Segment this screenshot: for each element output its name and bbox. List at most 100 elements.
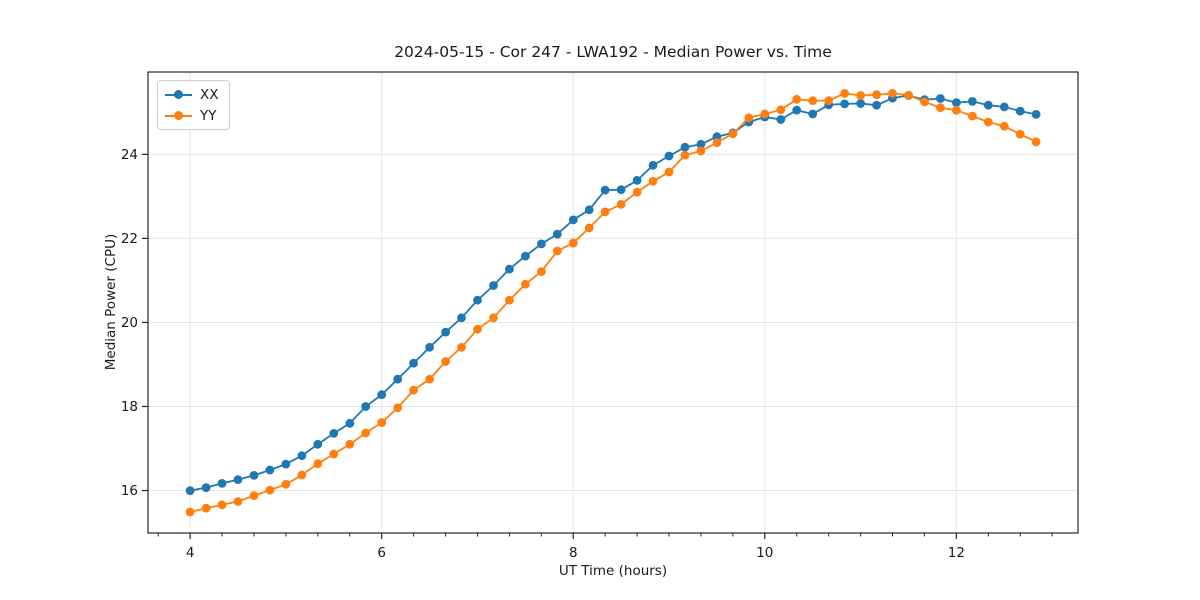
data-point	[632, 187, 642, 197]
data-point	[600, 207, 610, 217]
data-point	[473, 324, 482, 334]
xx-line-marker-icon	[165, 89, 192, 100]
data-point	[888, 89, 897, 98]
data-point	[505, 295, 514, 305]
x-tick-label: 4	[186, 545, 195, 561]
data-point	[552, 246, 562, 256]
legend-label-yy: YY	[200, 107, 217, 124]
data-point	[265, 485, 275, 495]
data-point	[329, 449, 339, 459]
data-point	[425, 374, 434, 384]
data-point	[808, 96, 818, 105]
data-point	[1015, 129, 1025, 139]
y-tick-label: 18	[121, 399, 138, 415]
data-point	[233, 475, 243, 484]
data-point	[856, 99, 865, 108]
data-point	[361, 402, 371, 411]
data-point	[265, 465, 275, 475]
data-point	[600, 185, 610, 195]
x-tick-label: 6	[377, 545, 386, 561]
data-point	[616, 200, 626, 209]
series-yy	[185, 89, 1041, 517]
data-point	[936, 103, 945, 113]
data-point	[537, 239, 546, 249]
data-point	[393, 403, 403, 413]
y-axis: 16 18 20 22 24	[121, 147, 148, 499]
data-point	[936, 94, 945, 103]
chart-title: 2024-05-15 - Cor 247 - LWA192 - Median P…	[394, 43, 832, 61]
data-point	[552, 229, 562, 239]
data-point	[999, 121, 1009, 131]
data-point	[457, 313, 466, 323]
data-point	[489, 281, 498, 290]
data-point	[728, 129, 738, 139]
data-point	[824, 96, 834, 105]
data-point	[489, 313, 498, 323]
axes-frame	[147, 71, 1079, 534]
data-point	[185, 486, 195, 495]
y-axis-label: Median Power (CPU)	[103, 233, 119, 371]
data-point	[521, 251, 530, 261]
data-point	[345, 439, 355, 449]
data-point	[920, 97, 929, 107]
data-point	[999, 102, 1009, 112]
data-point	[1031, 137, 1041, 147]
data-point	[648, 160, 658, 170]
data-point	[1015, 106, 1025, 116]
data-point	[217, 479, 227, 488]
data-point	[664, 151, 674, 161]
legend-item-yy: YY	[165, 107, 219, 124]
data-point	[409, 385, 418, 395]
data-point	[648, 176, 658, 186]
y-tick-label: 20	[121, 315, 138, 331]
data-point	[281, 459, 291, 469]
data-point	[185, 507, 195, 517]
data-point	[457, 342, 466, 352]
data-point	[521, 279, 530, 289]
data-point	[537, 267, 546, 276]
yy-line-marker-icon	[165, 110, 192, 121]
data-point	[712, 138, 722, 148]
data-point	[808, 109, 818, 119]
data-point	[792, 105, 802, 115]
data-point	[840, 89, 849, 98]
data-point	[568, 215, 578, 225]
data-point	[680, 142, 690, 152]
data-point	[983, 117, 993, 127]
data-point	[983, 100, 993, 110]
data-point	[584, 205, 594, 215]
data-point	[297, 470, 307, 480]
data-point	[201, 483, 211, 492]
data-point	[680, 150, 690, 160]
series-xx	[185, 91, 1041, 495]
data-point	[872, 100, 881, 110]
x-axis: 4 6 8 10 12	[157, 533, 1053, 561]
data-point	[1031, 110, 1041, 119]
data-point	[425, 342, 434, 352]
data-point	[297, 451, 307, 461]
data-point	[249, 471, 259, 480]
data-point	[696, 139, 706, 149]
data-point	[776, 105, 786, 115]
data-point	[473, 295, 482, 305]
data-point	[313, 439, 323, 449]
gridlines	[148, 72, 1078, 533]
data-point	[329, 429, 339, 438]
data-point	[249, 491, 259, 500]
data-point	[568, 238, 578, 248]
y-tick-label: 16	[121, 483, 138, 499]
y-tick-label: 22	[121, 231, 138, 247]
y-tick-label: 24	[121, 147, 138, 163]
data-point	[377, 390, 387, 400]
data-point	[696, 146, 706, 156]
data-point	[345, 418, 355, 428]
data-point	[664, 167, 674, 177]
x-tick-label: 10	[756, 545, 773, 561]
data-point	[441, 327, 450, 337]
data-point	[217, 500, 227, 510]
data-point	[952, 98, 961, 108]
legend: XX YY	[157, 80, 230, 130]
x-axis-label: UT Time (hours)	[558, 563, 668, 579]
x-tick-label: 8	[569, 545, 578, 561]
